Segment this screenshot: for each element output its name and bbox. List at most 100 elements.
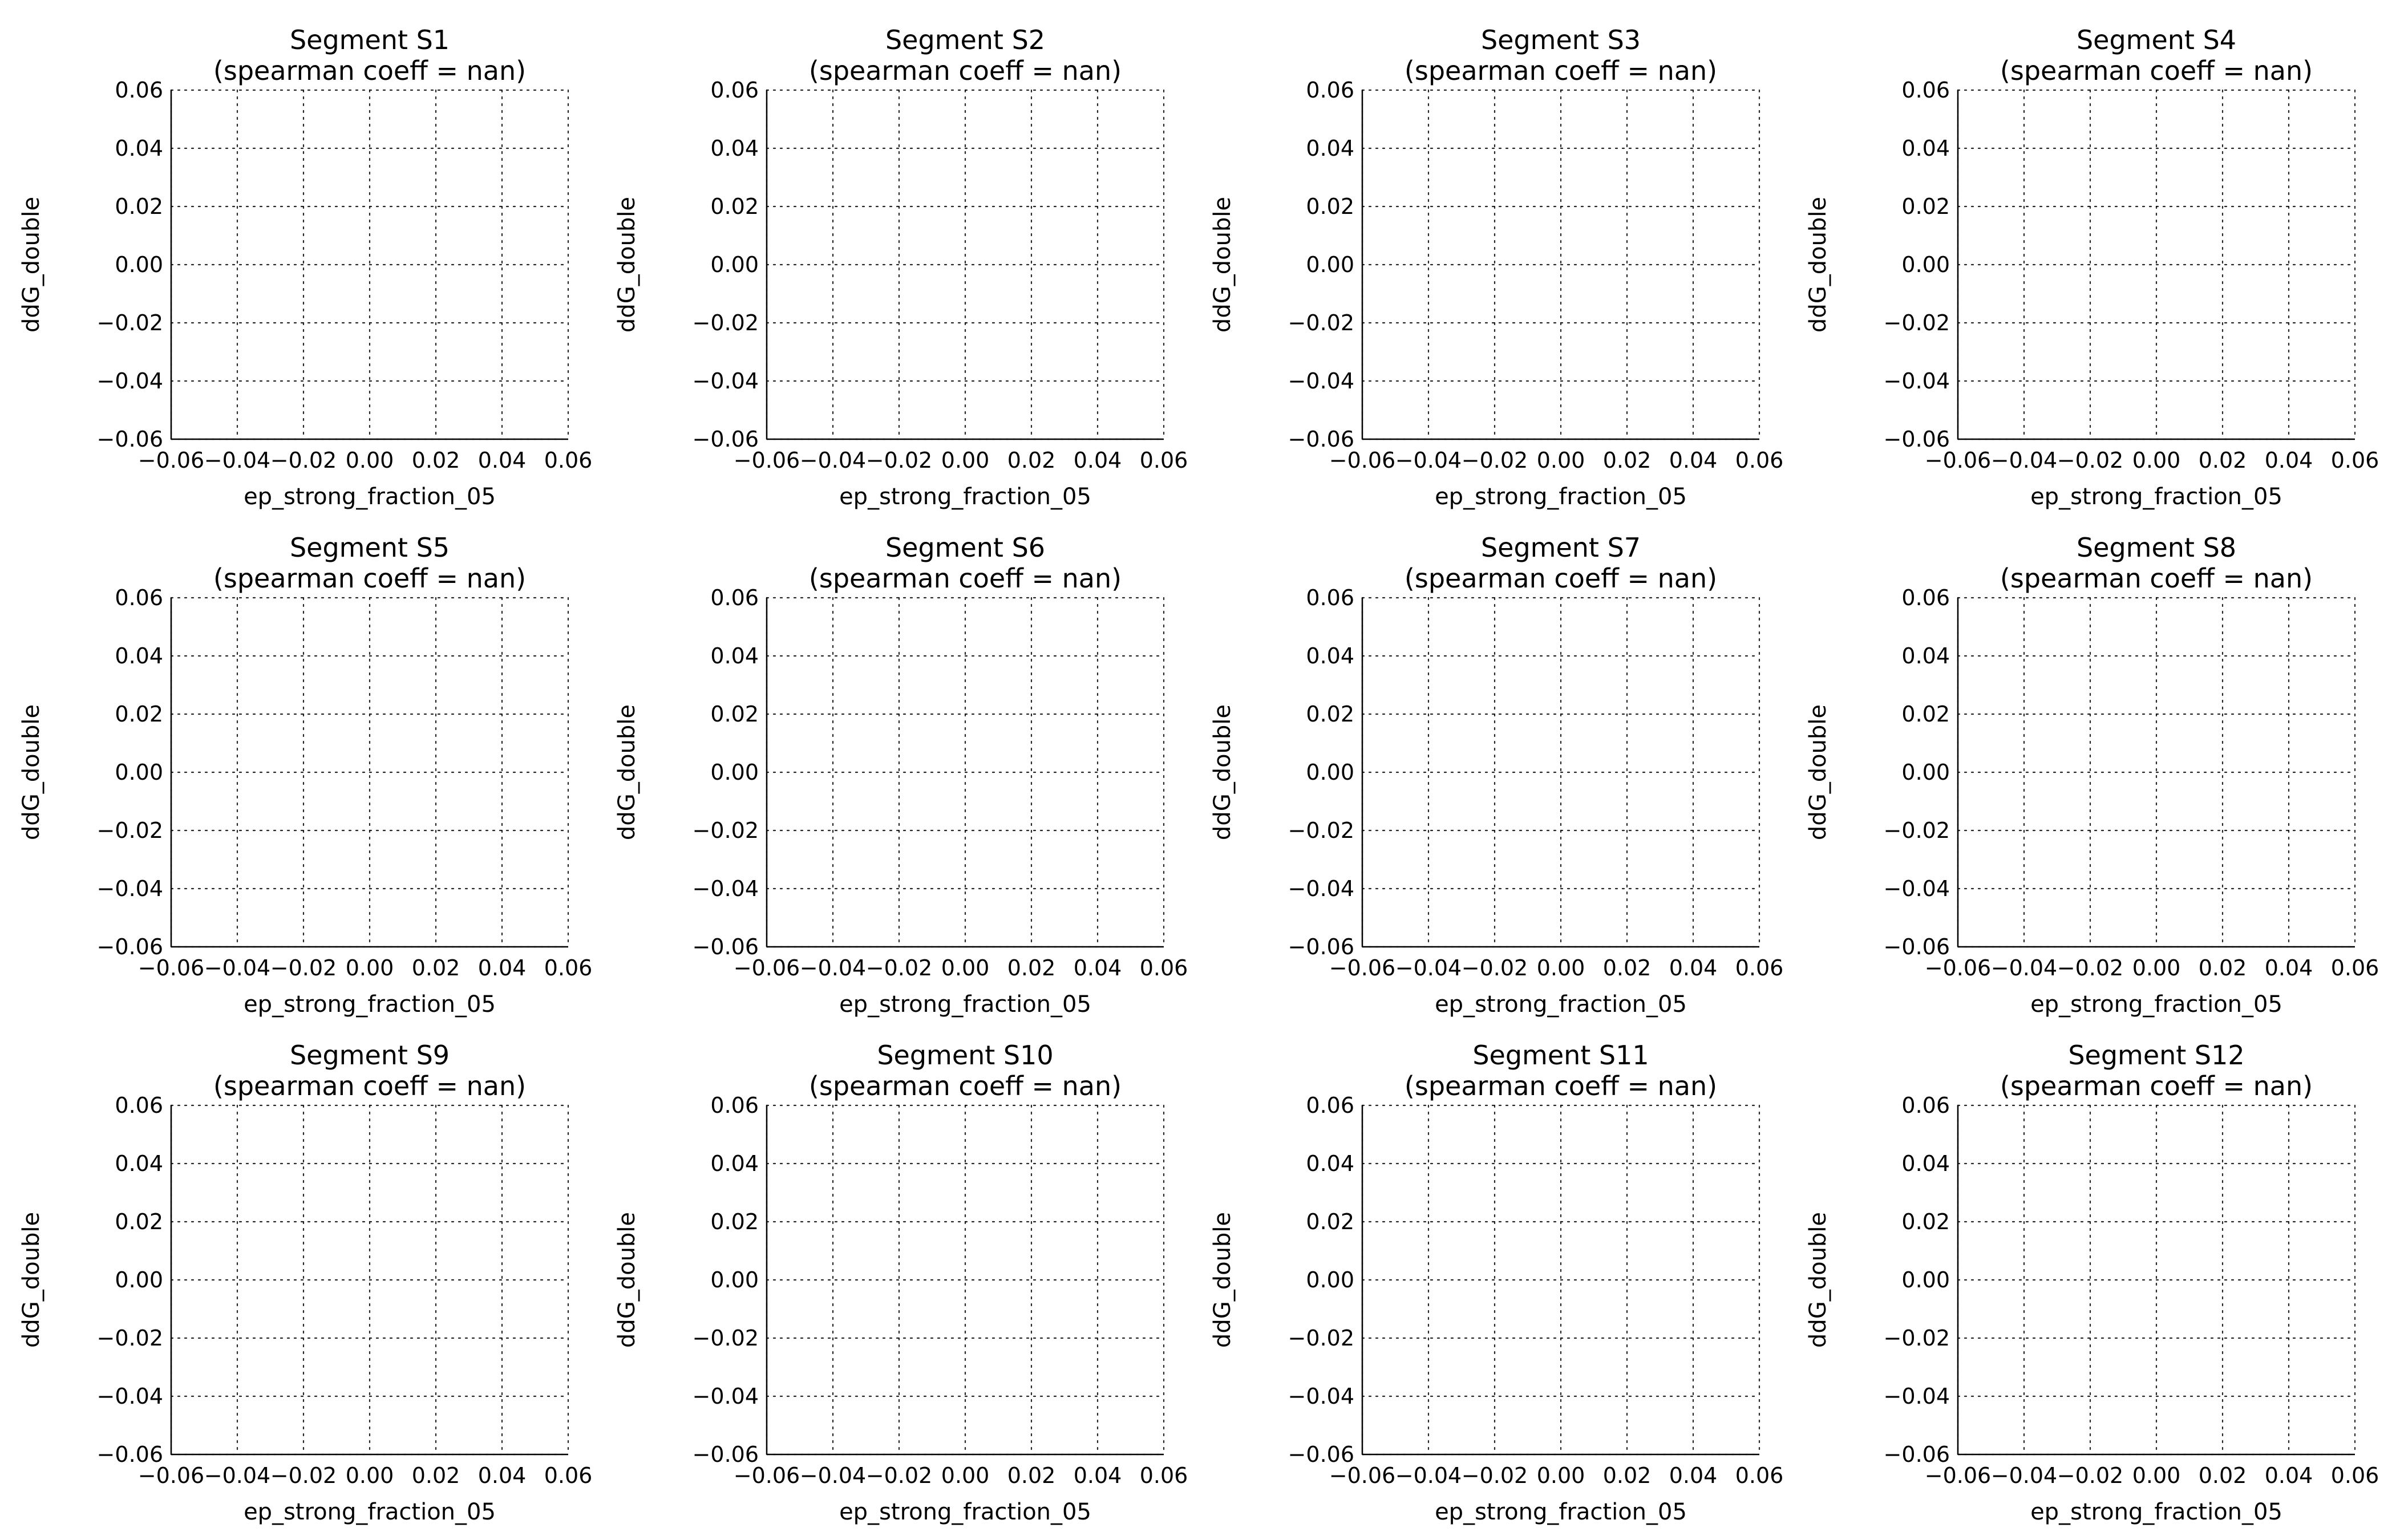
panel-subtitle: (spearman coeff = nan) (1405, 1071, 1717, 1101)
panel-segment-s4: Segment S4(spearman coeff = nan) 0.06 0.04… (1805, 25, 2379, 510)
x-tick-label: −0.02 (1462, 1463, 1528, 1488)
x-tick-label: 0.06 (544, 448, 593, 473)
y-axis-label: ddG_double (18, 1212, 44, 1348)
panel-title: Segment S6 (885, 532, 1045, 563)
y-tick-label: 0.04 (115, 1151, 163, 1176)
y-tick-label: 0.04 (1306, 643, 1354, 668)
y-tick-label: 0.04 (1306, 1151, 1354, 1176)
x-tick-label: 0.00 (1537, 448, 1585, 473)
y-tick-label: −0.06 (1884, 427, 1950, 452)
x-tick-label: −0.04 (1991, 955, 2057, 980)
y-tick-label: −0.02 (1288, 818, 1354, 843)
x-tick-label: 0.04 (2265, 448, 2313, 473)
panel-title: Segment S2 (885, 25, 1045, 55)
x-tick-label: 0.00 (346, 1463, 394, 1488)
panel-segment-s8: Segment S8(spearman coeff = nan) 0.06 0.04… (1805, 532, 2379, 1018)
y-tick-label: −0.04 (97, 876, 163, 901)
x-tick-label: 0.02 (2199, 448, 2247, 473)
y-tick-label: −0.04 (97, 1384, 163, 1409)
panel-segment-s9: Segment S9(spearman coeff = nan) 0.06 0.04… (18, 1040, 592, 1525)
y-tick-label: 0.00 (710, 1267, 759, 1292)
y-axis-label: ddG_double (18, 197, 44, 333)
x-tick-label: −0.02 (270, 955, 337, 980)
panel-subtitle: (spearman coeff = nan) (2000, 563, 2313, 594)
y-axis-label: ddG_double (1209, 197, 1236, 333)
x-tick-label: 0.06 (2331, 955, 2379, 980)
y-tick-label: −0.02 (97, 310, 163, 335)
x-tick-label: −0.04 (1395, 1463, 1462, 1488)
y-tick-label: −0.02 (1288, 1326, 1354, 1351)
x-tick-label: 0.04 (1669, 955, 1718, 980)
panel-subtitle: (spearman coeff = nan) (2000, 55, 2313, 86)
panel-title: Segment S11 (1472, 1040, 1649, 1071)
x-tick-label: 0.06 (1735, 448, 1784, 473)
x-tick-label: 0.02 (1007, 955, 1056, 980)
x-tick-label: 0.06 (1140, 1463, 1188, 1488)
y-tick-label: −0.06 (1288, 934, 1354, 959)
y-tick-label: 0.02 (1306, 1209, 1354, 1234)
y-tick-label: 0.04 (1306, 136, 1354, 161)
y-tick-label: 0.06 (115, 585, 163, 610)
y-tick-label: −0.02 (693, 818, 759, 843)
x-tick-label: 0.00 (1537, 1463, 1585, 1488)
y-axis-label: ddG_double (1805, 197, 1831, 333)
x-tick-label: 0.04 (1669, 448, 1718, 473)
x-tick-label: −0.04 (204, 448, 270, 473)
y-tick-label: 0.04 (1901, 1151, 1950, 1176)
y-tick-label: 0.04 (710, 136, 759, 161)
panel-subtitle: (spearman coeff = nan) (1405, 563, 1717, 594)
x-tick-label: −0.04 (800, 1463, 866, 1488)
y-tick-label: 0.06 (1306, 78, 1354, 103)
y-tick-label: −0.02 (1884, 818, 1950, 843)
y-tick-label: 0.00 (1306, 760, 1354, 785)
x-tick-label: −0.06 (138, 955, 204, 980)
y-axis-label: ddG_double (614, 704, 640, 840)
y-tick-label: 0.06 (710, 1093, 759, 1118)
y-axis-label: ddG_double (1805, 1212, 1831, 1348)
x-axis-label: ep_strong_fraction_05 (2030, 991, 2282, 1018)
panel-subtitle: (spearman coeff = nan) (1405, 55, 1717, 86)
x-tick-label: 0.04 (478, 448, 527, 473)
x-tick-label: 0.06 (1735, 955, 1784, 980)
x-tick-label: 0.02 (2199, 955, 2247, 980)
x-tick-label: −0.02 (2057, 1463, 2123, 1488)
y-tick-label: 0.04 (710, 643, 759, 668)
y-tick-label: −0.04 (1884, 876, 1950, 901)
x-tick-label: −0.02 (866, 955, 932, 980)
y-tick-label: 0.04 (710, 1151, 759, 1176)
x-axis-label: ep_strong_fraction_05 (1435, 991, 1687, 1018)
x-tick-label: −0.02 (1462, 448, 1528, 473)
x-tick-label: −0.04 (1395, 448, 1462, 473)
x-tick-label: 0.00 (2132, 1463, 2181, 1488)
y-tick-label: 0.02 (1901, 1209, 1950, 1234)
y-tick-label: 0.00 (1306, 1267, 1354, 1292)
x-axis-label: ep_strong_fraction_05 (1435, 484, 1687, 510)
y-tick-label: −0.06 (1288, 427, 1354, 452)
panel-segment-s5: Segment S5(spearman coeff = nan) 0.06 0.04… (18, 532, 592, 1018)
panel-subtitle: (spearman coeff = nan) (809, 1071, 1122, 1101)
x-tick-label: −0.06 (734, 448, 800, 473)
panel-subtitle: (spearman coeff = nan) (213, 563, 526, 594)
x-tick-label: 0.02 (1603, 1463, 1652, 1488)
y-tick-label: −0.02 (693, 1326, 759, 1351)
x-tick-label: −0.06 (138, 1463, 204, 1488)
x-tick-label: −0.06 (1925, 955, 1991, 980)
x-axis-label: ep_strong_fraction_05 (839, 1499, 1091, 1525)
panel-segment-s11: Segment S11(spearman coeff = nan) 0.06 0.0… (1209, 1040, 1783, 1525)
y-tick-label: 0.06 (115, 78, 163, 103)
y-tick-label: −0.02 (1288, 310, 1354, 335)
x-tick-label: −0.04 (1395, 955, 1462, 980)
panel-title: Segment S9 (290, 1040, 450, 1071)
y-tick-label: −0.04 (693, 1384, 759, 1409)
x-tick-label: 0.04 (1074, 448, 1122, 473)
x-tick-label: −0.02 (270, 1463, 337, 1488)
x-tick-label: −0.02 (2057, 448, 2123, 473)
y-axis-label: ddG_double (1209, 704, 1236, 840)
y-tick-label: 0.02 (115, 194, 163, 219)
x-tick-label: −0.04 (1991, 1463, 2057, 1488)
y-tick-label: −0.06 (97, 934, 163, 959)
x-tick-label: −0.02 (866, 1463, 932, 1488)
panel-segment-s2: Segment S2(spearman coeff = nan) 0.06 0.04… (614, 25, 1188, 510)
panel-subtitle: (spearman coeff = nan) (213, 55, 526, 86)
x-tick-label: 0.02 (1603, 448, 1652, 473)
